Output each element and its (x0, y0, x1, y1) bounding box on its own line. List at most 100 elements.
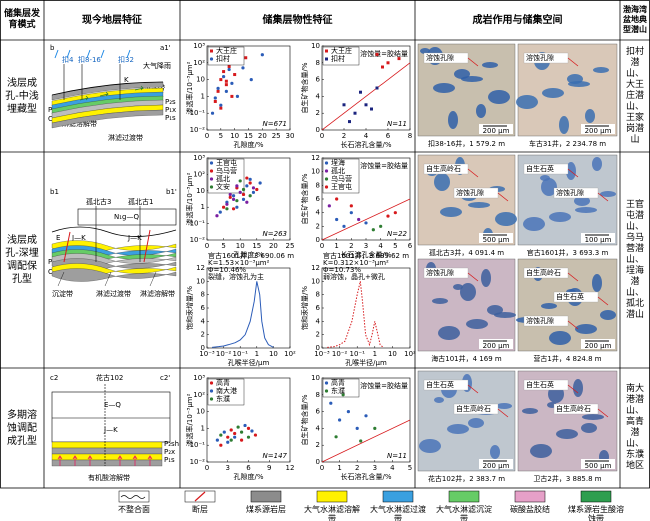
pore (476, 104, 486, 118)
sample-count: N=11 (387, 120, 407, 128)
legend-marker (324, 185, 329, 189)
x-tick-label: 4 (378, 242, 383, 250)
point (213, 96, 217, 100)
point (327, 204, 331, 208)
legend-icon (194, 491, 206, 502)
y-tick-label: 2 (316, 222, 320, 230)
pore (522, 408, 538, 414)
point (245, 200, 249, 204)
pore (568, 81, 590, 87)
scale-text: 200 μm (585, 127, 612, 135)
point (249, 78, 253, 82)
legend-label: 高青 (331, 378, 345, 387)
scale-text: 200 μm (483, 342, 510, 350)
pore (495, 212, 517, 226)
y-tick-label: 4 (316, 317, 321, 325)
photo-label: 自生石英 (556, 292, 584, 301)
stratum (51, 441, 163, 449)
point (218, 210, 222, 214)
x-tick-label: 20 (258, 132, 267, 140)
acid-arrow (117, 455, 123, 466)
point (225, 202, 229, 206)
x-tick-label: 25 (272, 132, 281, 140)
point (244, 56, 248, 60)
legend-label: 煤系源岩生酸溶蚀带 (568, 505, 624, 521)
photo-label: 溶蚀孔隙 (526, 316, 554, 325)
fault (143, 229, 151, 263)
point (370, 107, 373, 111)
pore (438, 326, 460, 340)
x-axis-label: 孔喉半径/μm (228, 358, 270, 367)
point (251, 190, 256, 194)
point (235, 199, 239, 203)
legend-label: 王官屯 (331, 182, 352, 191)
x-tick-label: 1 (373, 350, 377, 358)
sketch-label: c2 (50, 374, 58, 382)
point (346, 410, 350, 414)
x-tick-label: 12 (286, 464, 295, 472)
point (229, 438, 233, 442)
pore (573, 379, 583, 397)
pore (433, 83, 455, 93)
sketch-label: P₁s (165, 114, 176, 122)
y-tick-label: 12 (196, 264, 205, 272)
annotation: 官古1601井，3 689.62 m (323, 251, 409, 260)
sketch-label: K (124, 76, 129, 84)
sketch-label: N₁g—Q (114, 213, 139, 221)
model-name: 浅层成孔-中浅埋藏型 (5, 77, 39, 115)
photo-label: 自生石英 (526, 164, 554, 173)
header-cell: 现今地层特征 (82, 14, 142, 26)
legend-label: 文安 (216, 182, 230, 191)
y-tick-label: 0 (316, 344, 320, 352)
point (342, 103, 346, 107)
scale-bg (581, 459, 615, 469)
x-tick-label: 0 (320, 464, 324, 472)
photo-caption: 车古31井，2 234.78 m (529, 139, 606, 148)
point (222, 430, 226, 434)
sketch-label: P (48, 106, 52, 114)
sketch-label: a1' (160, 44, 171, 52)
pore (516, 95, 538, 109)
y-tick-label: 10² (193, 391, 205, 399)
sketch-label: P₂sh (164, 440, 179, 448)
point (239, 430, 244, 434)
annotation: K=1.53×10⁻³μm² (208, 259, 270, 267)
x-tick-label: 6 (386, 132, 391, 140)
point (341, 393, 345, 397)
x-tick-label: 10 (269, 350, 278, 358)
legend-label: 埕海 (331, 158, 345, 167)
sketch-label: 沉淀带 (52, 289, 73, 298)
leader (57, 271, 65, 287)
sketch-label: b1 (50, 188, 59, 196)
point (364, 221, 368, 225)
y-tick-label: 8 (316, 391, 320, 399)
legend-marker (209, 381, 214, 385)
point (226, 440, 230, 444)
point (235, 184, 239, 188)
point (224, 83, 228, 87)
pore (419, 439, 441, 453)
pore (468, 202, 490, 208)
point (349, 211, 353, 215)
sketch-label: 大气降雨 (143, 61, 171, 70)
photo-caption: 扣38-16井，1 579.2 m (428, 139, 505, 148)
y-axis-label: 自生矿物含量/% (300, 173, 309, 224)
scale-bg (479, 233, 513, 243)
point (364, 103, 368, 107)
fault (63, 231, 71, 263)
legend-label: 断层 (192, 505, 208, 514)
point (393, 211, 397, 215)
x-tick-label: 0 (205, 464, 209, 472)
line-label: 溶蚀量=胶结量 (360, 49, 408, 58)
point (371, 228, 375, 232)
y-tick-label: 10⁻² (190, 236, 206, 244)
table-grid (0, 0, 650, 489)
sketch-label: C (48, 268, 53, 276)
sketch-label: 扣8-16 (78, 55, 101, 64)
header-cell: 储集层发育模式 (3, 9, 40, 30)
scale-text: 200 μm (483, 127, 510, 135)
scale-text: 100 μm (585, 236, 612, 244)
pore (453, 284, 463, 290)
scale-bg (479, 124, 513, 134)
legend-icon-frame (316, 490, 348, 503)
